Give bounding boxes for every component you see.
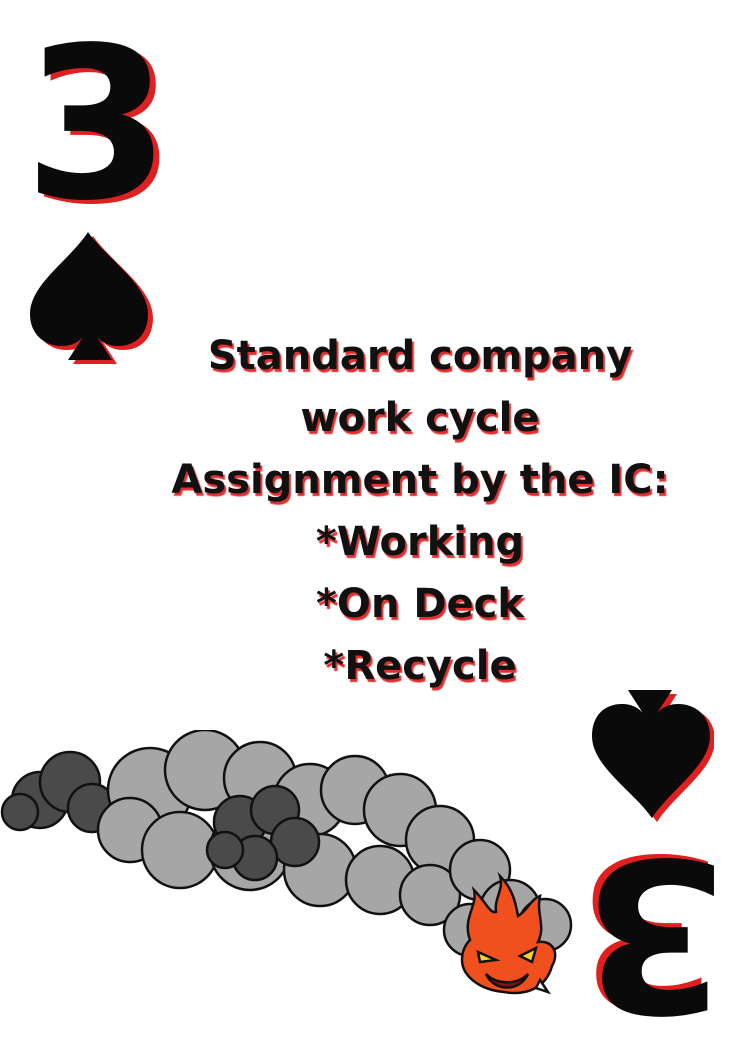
spade-icon xyxy=(592,690,714,822)
message-line: *Recycle xyxy=(323,643,517,689)
rank-top: 3 xyxy=(24,2,171,247)
smoke-cloud-illustration xyxy=(0,730,573,995)
message-line: *On Deck xyxy=(316,581,524,627)
rank-bottom: 3 xyxy=(581,811,728,1050)
card-message: Standard company work cycle Assignment b… xyxy=(120,325,720,697)
message-line: Assignment by the IC: xyxy=(171,457,669,503)
message-line: work cycle xyxy=(300,395,540,441)
message-line: *Working xyxy=(315,519,525,565)
message-line: Standard company xyxy=(207,333,633,379)
spade-icon xyxy=(30,232,153,364)
